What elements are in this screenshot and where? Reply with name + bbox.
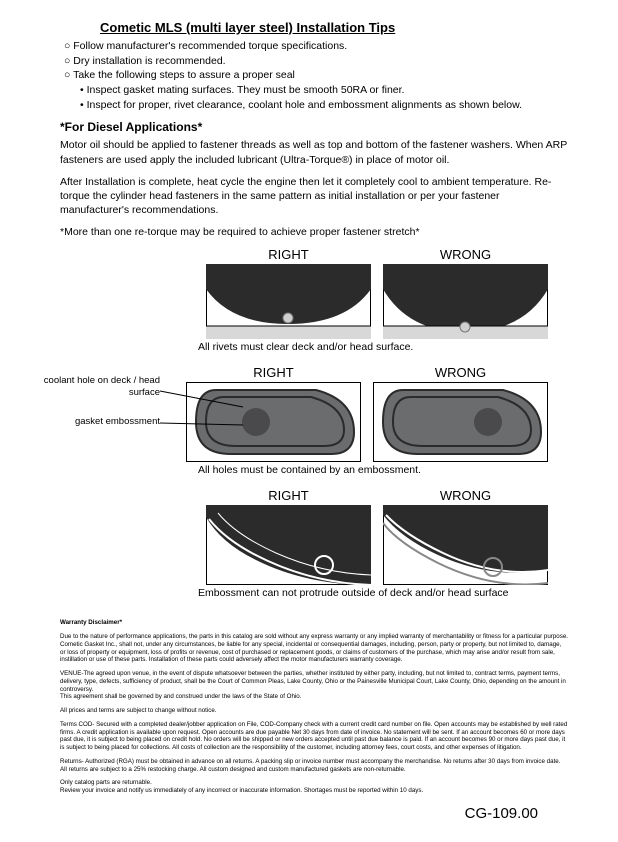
review-text: Review your invoice and notify us immedi…	[60, 787, 423, 794]
paragraph: Motor oil should be applied to fastener …	[60, 138, 568, 166]
caption-rivets: All rivets must clear deck and/or head s…	[198, 339, 548, 359]
wrong-label: WRONG	[440, 247, 491, 262]
fine-print: Warranty Disclaimer* Due to the nature o…	[60, 619, 568, 795]
page-title: Cometic MLS (multi layer steel) Installa…	[60, 20, 568, 35]
leader-lines	[155, 383, 245, 443]
side-label-coolant: coolant hole on deck / head surface	[40, 375, 160, 398]
wrong-label: WRONG	[435, 365, 486, 380]
diesel-heading: *For Diesel Applications*	[60, 120, 568, 134]
bullet-text: Follow manufacturer's recommended torque…	[73, 40, 347, 52]
caption-protrude: Embossment can not protrude outside of d…	[198, 585, 548, 605]
diagram-row-protrude: RIGHT WRONG Embo	[60, 488, 568, 605]
bullet-text: Inspect for proper, rivet clearance, coo…	[87, 99, 522, 111]
paragraph: *More than one re-torque may be required…	[60, 225, 568, 239]
diagram-row-holes: coolant hole on deck / head surface gask…	[60, 365, 568, 482]
bullet-text: Dry installation is recommended.	[73, 55, 225, 67]
side-label-gasket: gasket embossment	[40, 416, 160, 427]
returns-text: Returns- Authorized (RGA) must be obtain…	[60, 758, 568, 774]
paragraph: After Installation is complete, heat cyc…	[60, 175, 568, 218]
bullet-list: ○ Follow manufacturer's recommended torq…	[60, 39, 568, 112]
diagram-rivet-wrong	[383, 264, 548, 339]
right-label: RIGHT	[268, 247, 308, 262]
right-label: RIGHT	[268, 488, 308, 503]
prices-text: All prices and terms are subject to chan…	[60, 707, 568, 715]
bullet-subitem: • Inspect gasket mating surfaces. They m…	[60, 83, 568, 98]
venue-text: VENUE-The agreed upon venue, in the even…	[60, 670, 566, 693]
diagram-protrude-right	[206, 505, 371, 585]
bullet-subitem: • Inspect for proper, rivet clearance, c…	[60, 98, 568, 113]
terms-text: Terms COD- Secured with a completed deal…	[60, 721, 568, 752]
wrong-label: WRONG	[440, 488, 491, 503]
bullet-text: Take the following steps to assure a pro…	[73, 69, 295, 81]
bullet-item: ○ Dry installation is recommended.	[60, 54, 568, 69]
bullet-item: ○ Follow manufacturer's recommended torq…	[60, 39, 568, 54]
document-page: Cometic MLS (multi layer steel) Installa…	[0, 0, 618, 842]
caption-holes: All holes must be contained by an emboss…	[198, 462, 548, 482]
catalog-text: Only catalog parts are returnable.	[60, 779, 152, 786]
warranty-head: Warranty Disclaimer*	[60, 619, 122, 626]
venue-text2: This agreement shall be governed by and …	[60, 693, 301, 700]
diagram-protrude-wrong	[383, 505, 548, 585]
diagram-row-rivets: RIGHT WRONG All	[60, 247, 568, 359]
right-label: RIGHT	[253, 365, 293, 380]
diagram-rivet-right	[206, 264, 371, 339]
warranty-body: Due to the nature of performance applica…	[60, 633, 568, 664]
diagram-hole-wrong	[373, 382, 548, 462]
bullet-text: Inspect gasket mating surfaces. They mus…	[87, 84, 405, 96]
page-number: CG-109.00	[60, 801, 568, 822]
bullet-item: ○ Take the following steps to assure a p…	[60, 68, 568, 83]
